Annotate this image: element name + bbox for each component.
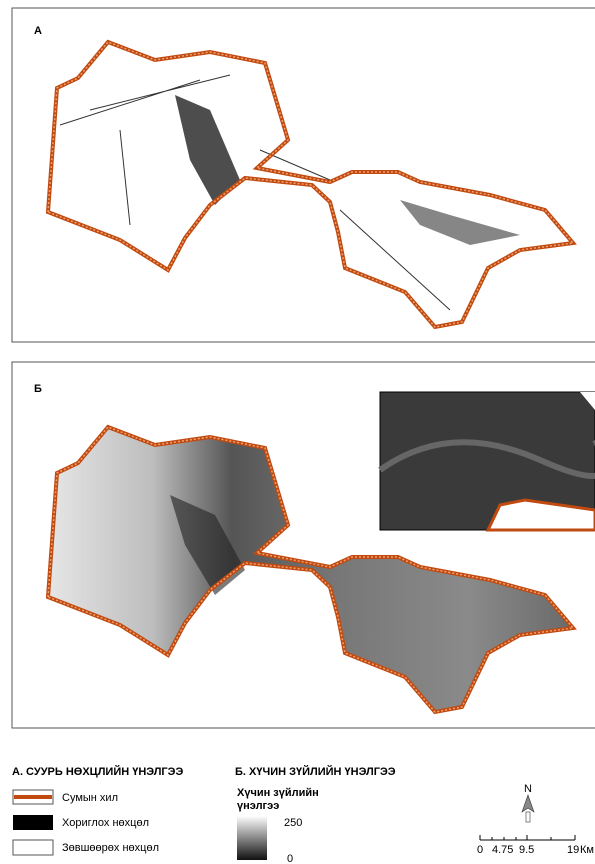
scale-label: 0 <box>477 844 483 856</box>
ramp-min: 0 <box>287 853 293 864</box>
legend-item: Хориглох нөхцөл <box>62 817 149 829</box>
scale-unit: Км <box>580 844 594 856</box>
north-arrow: N <box>522 783 534 822</box>
ramp-max: 250 <box>284 817 302 829</box>
scale-label: 19 <box>567 844 579 856</box>
panel-label: Б <box>34 383 42 395</box>
scale-label: 4.75 <box>492 844 513 856</box>
legend-subtitle: үнэлгээ <box>237 800 279 812</box>
gradient-ramp <box>237 816 267 860</box>
scale-label: 9.5 <box>519 844 534 856</box>
legend-swatch <box>13 840 53 855</box>
legend-subtitle: Хүчин зүйлийн <box>237 787 319 799</box>
legend-item: Зөвшөөрөх нөхцөл <box>62 842 159 854</box>
inset <box>380 392 595 530</box>
scale-bar: 0 4.75 9.5 19 Км <box>477 835 594 856</box>
legend-title: А. СУУРЬ НӨХЦЛИЙН ҮНЭЛГЭЭ <box>12 765 183 778</box>
panel-label: А <box>34 25 42 37</box>
legend-swatch <box>13 815 53 830</box>
figure: А Б А. СУУРЬ НӨХЦЛИЙН ҮНЭЛГЭЭ Сумын хил … <box>0 0 595 864</box>
north-label: N <box>524 783 532 795</box>
legend-title: Б. ХҮЧИН ЗҮЙЛИЙН ҮНЭЛГЭЭ <box>235 765 396 778</box>
legend-item: Сумын хил <box>62 792 118 804</box>
